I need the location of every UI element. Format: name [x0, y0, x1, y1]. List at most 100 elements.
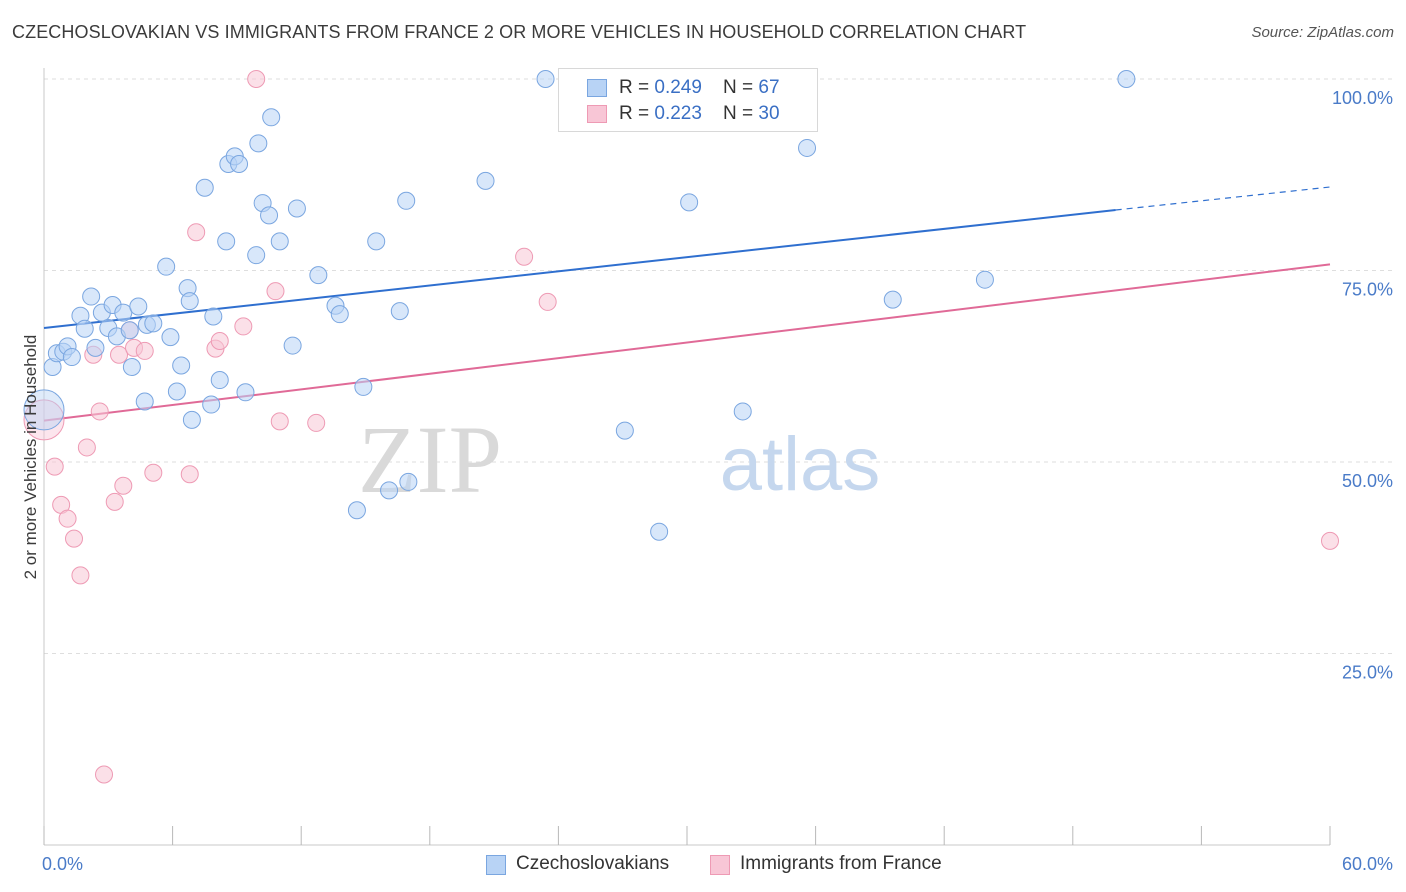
chart-title: CZECHOSLOVAKIAN VS IMMIGRANTS FROM FRANC…	[12, 22, 1027, 42]
legend-label-france: Immigrants from France	[740, 853, 942, 874]
legend-r-label: R =	[619, 103, 655, 124]
data-point-czech	[157, 257, 176, 276]
data-point-czech	[354, 377, 373, 396]
legend-r-label: R =	[619, 77, 655, 98]
data-point-france	[538, 292, 557, 311]
legend-swatch-france	[710, 855, 730, 875]
data-point-czech	[195, 178, 214, 197]
data-point-czech	[798, 138, 817, 157]
y-tick-labels: 25.0% 50.0% 75.0% 100.0%	[1332, 88, 1393, 683]
legend-swatch-france	[587, 105, 607, 123]
trend-line-czech	[43, 208, 1116, 329]
data-point-france	[71, 566, 90, 585]
legend-n-label: N =	[723, 103, 759, 124]
data-point-france	[144, 463, 163, 482]
data-point-france	[65, 529, 84, 548]
data-point-czech	[270, 232, 289, 251]
watermark-atlas: atlas	[720, 422, 881, 507]
data-point-czech	[380, 481, 399, 500]
data-point-czech	[883, 290, 902, 309]
data-point-czech	[144, 314, 163, 333]
data-point-france	[270, 412, 289, 431]
legend-text-czech: R = 0.249 N = 67	[619, 77, 780, 99]
data-point-czech	[217, 232, 236, 251]
y-axis-title: 2 or more Vehicles in Household	[21, 335, 40, 580]
data-point-france	[210, 331, 229, 350]
data-point-czech	[167, 382, 186, 401]
data-point-france	[90, 402, 109, 421]
legend-r-value: 0.223	[654, 103, 702, 124]
data-point-czech	[210, 371, 229, 390]
stats-legend: R = 0.249 N = 67 R = 0.223 N = 30	[558, 68, 818, 132]
data-point-czech	[247, 246, 266, 265]
y-tick-label: 50.0%	[1342, 471, 1393, 491]
trend-line-czech-extension	[1115, 186, 1331, 211]
data-point-czech	[180, 292, 199, 311]
axes	[43, 68, 1331, 846]
legend-text-france: R = 0.223 N = 30	[619, 103, 780, 125]
data-point-czech	[236, 383, 255, 402]
data-point-czech	[399, 472, 418, 491]
data-point-france	[110, 345, 129, 364]
data-point-france	[23, 399, 65, 441]
y-tick-label: 75.0%	[1342, 280, 1393, 300]
data-point-czech	[390, 302, 409, 321]
data-point-czech	[397, 191, 416, 210]
data-point-france	[95, 765, 114, 784]
legend-n-value: 67	[758, 77, 780, 98]
data-point-france	[114, 476, 133, 495]
data-point-france	[105, 492, 124, 511]
legend-label-czech: Czechoslovakians	[516, 853, 670, 874]
data-point-france	[58, 509, 77, 528]
legend-swatch-czech	[486, 855, 506, 875]
data-point-czech	[287, 199, 306, 218]
points-france	[23, 70, 1339, 784]
data-point-france	[77, 438, 96, 457]
legend-swatch-czech	[587, 79, 607, 97]
data-point-czech	[680, 193, 699, 212]
data-point-czech	[249, 134, 268, 153]
y-tick-label: 25.0%	[1342, 663, 1393, 683]
data-point-czech	[309, 266, 328, 285]
data-point-france	[247, 70, 266, 88]
data-point-czech	[75, 319, 94, 338]
trend-line-france	[43, 263, 1331, 422]
source-credit[interactable]: Source: ZipAtlas.com	[1251, 24, 1394, 41]
x-tick-labels: 0.0% 60.0%	[42, 854, 1393, 874]
data-point-france	[187, 223, 206, 242]
data-point-france	[1321, 531, 1339, 550]
data-point-czech	[86, 338, 105, 357]
data-point-czech	[347, 501, 366, 520]
legend-r-value: 0.249	[654, 77, 702, 98]
data-point-czech	[182, 410, 201, 429]
data-point-czech	[172, 356, 191, 375]
data-point-czech	[120, 321, 139, 340]
points-czech	[23, 70, 1136, 541]
data-point-czech	[615, 421, 634, 440]
data-point-czech	[260, 206, 279, 225]
data-point-czech	[129, 297, 148, 316]
data-point-czech	[114, 303, 133, 322]
data-point-czech	[330, 305, 349, 324]
x-tick-label: 0.0%	[42, 854, 83, 874]
y-tick-label: 100.0%	[1332, 88, 1393, 108]
data-point-czech	[536, 70, 555, 88]
data-point-france	[45, 457, 64, 476]
data-point-czech	[62, 348, 81, 367]
data-point-czech	[476, 171, 495, 190]
data-point-czech	[23, 389, 65, 431]
data-point-france	[515, 247, 534, 266]
data-point-czech	[135, 392, 154, 411]
data-point-czech	[262, 108, 281, 127]
legend-n-value: 30	[758, 103, 780, 124]
data-point-czech	[975, 270, 994, 289]
data-point-czech	[82, 287, 101, 306]
watermark-zip: ZIP	[358, 406, 502, 513]
data-point-france	[307, 413, 326, 432]
data-point-czech	[161, 328, 180, 347]
data-point-czech	[122, 358, 141, 377]
data-point-czech	[230, 155, 249, 174]
data-point-czech	[367, 232, 386, 251]
trend-lines	[43, 186, 1331, 422]
data-point-france	[266, 282, 285, 301]
